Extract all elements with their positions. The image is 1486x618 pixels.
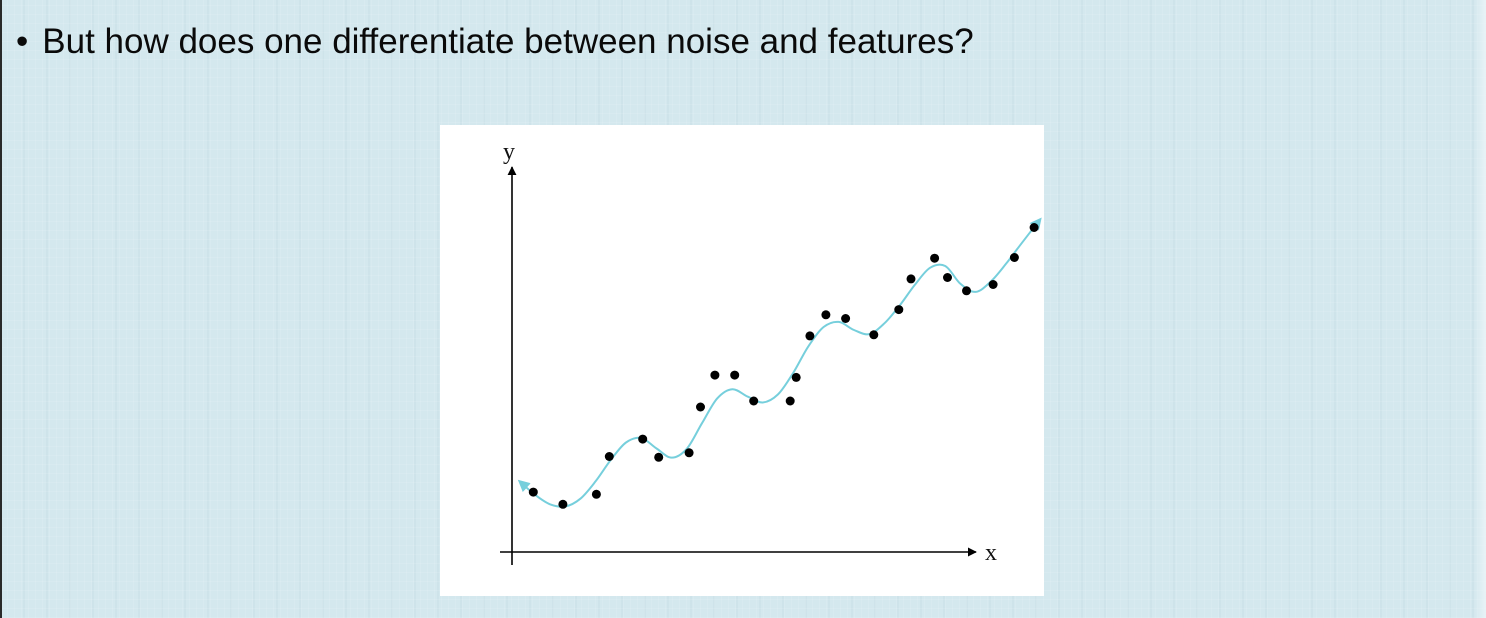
bullet-text: But how does one differentiate between n… [42, 22, 974, 61]
data-point-14 [805, 331, 815, 341]
data-point-23 [988, 280, 998, 289]
data-point-4 [604, 452, 614, 461]
data-point-3 [591, 489, 601, 499]
data-point-15 [821, 310, 831, 320]
trend-curve [517, 217, 1042, 508]
data-point-18 [894, 305, 904, 315]
noise-vs-features-chart: y x [500, 139, 1042, 566]
trend-curve-layer [517, 217, 1042, 508]
data-point-10 [730, 370, 740, 380]
data-point-9 [710, 370, 720, 380]
x-axis-label: x [985, 540, 997, 566]
data-point-7 [684, 448, 694, 458]
data-point-21 [943, 273, 952, 282]
data-point-8 [696, 402, 705, 412]
data-point-19 [906, 274, 916, 284]
data-point-24 [1009, 253, 1019, 262]
data-point-22 [962, 286, 971, 296]
data-point-11 [749, 396, 759, 406]
data-point-12 [785, 396, 795, 406]
bullet-point: • But how does one differentiate between … [16, 14, 974, 70]
data-points-layer [528, 223, 1039, 509]
data-point-16 [841, 314, 851, 323]
data-point-5 [638, 434, 648, 444]
slide-left-border [0, 0, 2, 618]
y-axis-label: y [503, 139, 515, 165]
data-point-20 [930, 253, 940, 263]
data-point-13 [791, 372, 801, 382]
figure-panel: y x [440, 125, 1044, 596]
data-point-1 [528, 487, 538, 497]
slide-right-edge [1474, 0, 1486, 618]
bullet-symbol: • [16, 22, 29, 61]
data-point-6 [654, 452, 664, 462]
data-point-2 [558, 499, 568, 509]
data-point-17 [869, 330, 879, 340]
data-point-25 [1029, 223, 1039, 232]
